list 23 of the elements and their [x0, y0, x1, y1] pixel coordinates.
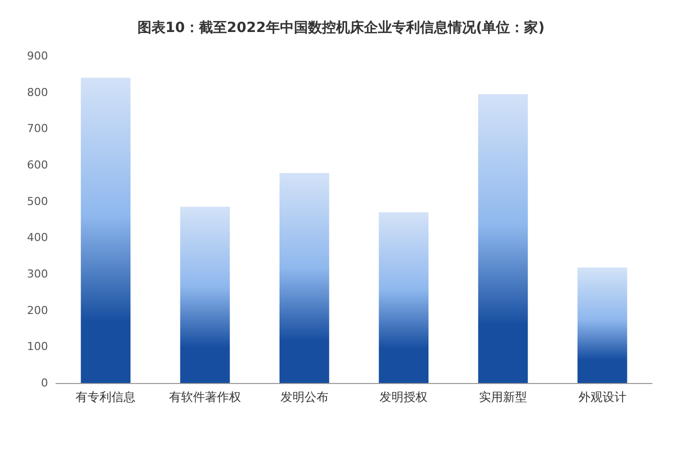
x-tick-label: 实用新型 [479, 390, 527, 404]
bar [578, 267, 628, 383]
bar [378, 212, 428, 383]
y-tick-label: 600 [27, 158, 48, 172]
bar [180, 206, 230, 383]
chart-title: 图表10：截至2022年中国数控机床企业专利信息情况(单位：家) [137, 19, 545, 36]
y-tick-label: 300 [27, 268, 48, 280]
x-tick-label: 有软件著作权 [169, 390, 241, 404]
y-tick-label: 200 [27, 304, 48, 317]
bar [80, 78, 130, 383]
y-tick-label: 0 [41, 376, 48, 390]
y-tick-label: 800 [27, 86, 48, 99]
bar [280, 172, 330, 383]
y-tick-label: 100 [27, 340, 48, 354]
x-tick-label: 发明授权 [380, 390, 428, 404]
x-tick-label: 有专利信息 [76, 390, 136, 404]
y-tick-label: 700 [27, 122, 48, 136]
y-tick-label: 400 [27, 231, 48, 244]
bar [478, 94, 528, 383]
y-tick-label: 900 [27, 50, 48, 62]
x-tick-label: 外观设计 [578, 390, 626, 404]
x-tick-label: 发明公布 [280, 390, 328, 404]
y-tick-label: 500 [27, 194, 48, 208]
